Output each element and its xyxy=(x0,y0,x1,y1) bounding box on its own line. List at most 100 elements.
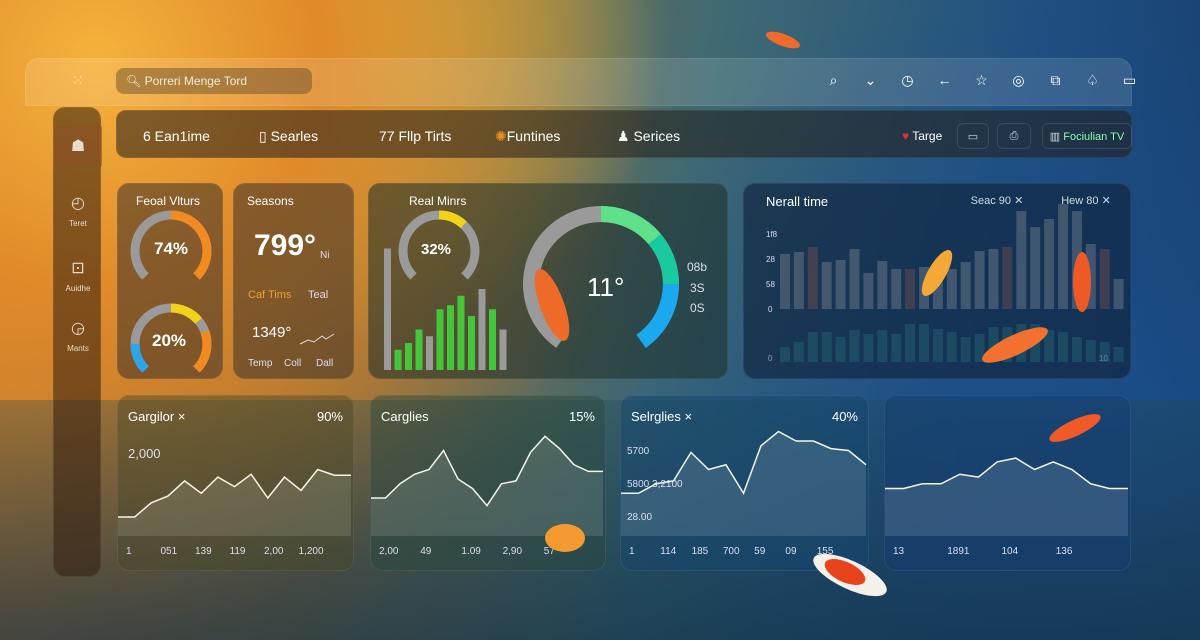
nav-item-flip-tirts[interactable]: 77 Fllp Tirts xyxy=(379,128,452,144)
tv-button[interactable]: ▥ Fociulian TV xyxy=(1042,123,1132,149)
y-tick: 5700 xyxy=(627,446,650,457)
bar xyxy=(405,343,412,370)
sidebar-item-profile[interactable]: ☗ xyxy=(54,126,102,166)
tab-teal[interactable]: Teal xyxy=(308,289,329,301)
bar xyxy=(835,260,846,309)
bar-secondary xyxy=(849,330,860,362)
gauge-fill xyxy=(170,210,212,280)
chip-hew[interactable]: Hew 80 ✕ xyxy=(1047,188,1125,214)
gauge-fill xyxy=(170,303,203,324)
nav-item-searles[interactable]: ▯ Searles xyxy=(259,128,319,144)
bar xyxy=(891,269,902,309)
close-icon[interactable]: ✕ xyxy=(1014,195,1024,207)
close-icon[interactable]: ✕ xyxy=(1101,195,1111,207)
nav-item-serices[interactable]: ♟ Serices xyxy=(617,128,681,144)
x-tick: 155 xyxy=(816,546,834,557)
bar xyxy=(1058,204,1068,309)
bar-secondary xyxy=(821,332,832,362)
series-line xyxy=(885,457,1128,490)
x-tick: 104 xyxy=(1001,546,1019,557)
y-tick: 28.00 xyxy=(627,512,652,523)
chip-seac[interactable]: Seac 90 ✕ xyxy=(958,188,1036,214)
x-tick: 59 xyxy=(754,546,766,557)
bar-secondary xyxy=(1099,342,1110,362)
sidebar-item-auidhe[interactable]: ⊡ Auidhe xyxy=(54,258,102,293)
bar xyxy=(919,267,929,309)
gauge-fill xyxy=(438,210,467,229)
window-icon[interactable]: ▭ xyxy=(1122,72,1137,88)
timer-icon: ◶ xyxy=(71,320,85,337)
seasons-value-2: 1349° xyxy=(252,324,292,341)
x-tick: 1891 xyxy=(947,546,970,557)
line-chart-1: Gargilor × 90% 2,000 1 051 139 119 2,00 1,200 xyxy=(117,395,354,571)
real-minrs-card: Real Minrs 32% 11° 08b 3S 0S xyxy=(368,183,728,379)
card-button[interactable]: ▭ xyxy=(957,123,989,149)
search-input[interactable]: 🔍︎ Porreri Menge Tord xyxy=(116,68,312,94)
star-icon[interactable]: ☆ xyxy=(975,72,988,88)
x-tick: 136 xyxy=(1055,546,1073,557)
overall-time-card: Nerall time Seac 90 ✕ Hew 80 ✕ 1f8 28 58… xyxy=(743,183,1131,379)
x-tick: 49 xyxy=(420,546,432,557)
seasons-unit: Ni xyxy=(320,250,330,261)
target-button[interactable]: ♥ Targe xyxy=(902,129,943,143)
clock-icon: ◴ xyxy=(71,195,85,212)
bar-secondary xyxy=(919,324,929,362)
x-tick: 13 xyxy=(893,546,905,557)
label-dall: Dall xyxy=(316,358,334,369)
gauge-value-1: 74% xyxy=(154,239,189,258)
bar xyxy=(863,273,874,309)
bar xyxy=(793,252,804,309)
print-button[interactable]: ⎙ xyxy=(997,123,1031,149)
y-tick: 0 xyxy=(768,354,773,363)
user-icon: ☗ xyxy=(70,138,86,155)
bar-secondary xyxy=(905,324,916,362)
chevron-down-icon[interactable]: ⌄ xyxy=(864,72,877,88)
gauge-value: 32% xyxy=(421,241,452,258)
search-icon: 🔍︎ xyxy=(126,74,145,88)
bar xyxy=(1016,211,1027,309)
gauge-fill xyxy=(130,343,149,373)
nav-item-eantime[interactable]: 6 Ean1ime xyxy=(143,128,210,144)
clock-icon[interactable]: ◷ xyxy=(901,72,914,88)
bar-secondary xyxy=(793,342,804,362)
x-tick: 700 xyxy=(722,546,740,557)
copy-icon[interactable]: ⧉ xyxy=(1050,72,1061,88)
area-fill xyxy=(885,458,1128,536)
apps-grid-icon[interactable]: ⁙ xyxy=(72,72,84,88)
bar xyxy=(905,269,916,309)
card-title: Nerall time xyxy=(766,194,829,209)
bar-secondary xyxy=(1016,324,1027,362)
x-tick: 1.09 xyxy=(461,546,481,557)
chart-title: Carglies xyxy=(381,409,429,424)
bell-icon[interactable]: ♤ xyxy=(1086,72,1099,88)
bar xyxy=(1113,279,1124,309)
seasons-value: 799° xyxy=(254,229,317,262)
sidebar-item-teret[interactable]: ◴ Teret xyxy=(54,193,102,228)
sidebar-item-mants[interactable]: ◶ Mants xyxy=(54,318,102,353)
gauges-svg xyxy=(130,210,212,373)
x-tick: 2,90 xyxy=(502,546,523,557)
card-icon: ▭ xyxy=(967,131,979,143)
bar-secondary xyxy=(946,332,957,362)
big-gauge-segment xyxy=(600,206,661,245)
y-tick: 28 xyxy=(766,255,775,264)
seasons-card: Seasons 799° Ni Caf Tims Teal 1349° Temp… xyxy=(233,183,354,379)
tab-caf-tims[interactable]: Caf Tims xyxy=(248,289,292,301)
bar xyxy=(489,309,496,370)
bar xyxy=(1099,249,1110,309)
x-tick: 119 xyxy=(229,546,246,557)
back-arrow-icon[interactable]: ← xyxy=(937,72,952,88)
series-line xyxy=(118,468,351,518)
bar xyxy=(988,249,999,309)
bar xyxy=(415,329,423,370)
bar-secondary xyxy=(835,337,846,362)
line-chart-3: Selrglies ×40%57005800 3,210028.00111418… xyxy=(620,395,869,571)
line-chart-svg xyxy=(621,430,867,536)
bar xyxy=(1002,247,1013,309)
line-chart-svg xyxy=(118,468,351,536)
compass-icon[interactable]: ◎ xyxy=(1012,72,1025,88)
nav-item-funtines[interactable]: ✺Funtines xyxy=(495,128,561,144)
sun-icon: ✺ xyxy=(495,128,507,144)
search-icon[interactable]: ⌕ xyxy=(829,72,838,88)
chart-badge: 40% xyxy=(831,409,858,424)
